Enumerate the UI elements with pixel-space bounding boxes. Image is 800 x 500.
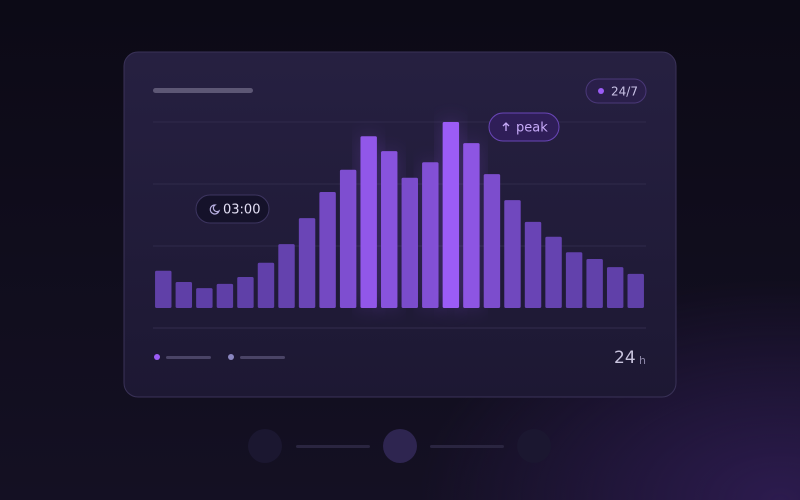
bar	[483, 174, 501, 308]
bar	[155, 270, 172, 308]
bar	[422, 162, 439, 308]
time-text: 03:00	[223, 203, 260, 218]
carousel-dot-active[interactable]	[383, 429, 417, 463]
bar	[381, 151, 398, 308]
carousel-track	[296, 445, 370, 448]
peak-text: peak	[516, 121, 548, 136]
chart	[153, 121, 646, 308]
time-tooltip	[195, 194, 270, 224]
bar	[442, 122, 460, 308]
bar	[586, 259, 603, 308]
bar	[627, 273, 644, 308]
bar	[339, 169, 357, 308]
bar	[175, 281, 193, 308]
badge-text: 24/7	[611, 85, 638, 99]
bar	[237, 277, 254, 308]
moon-icon	[209, 204, 221, 215]
badge-dot	[598, 88, 604, 94]
title-placeholder	[153, 88, 253, 93]
footer-unit: h	[639, 354, 646, 367]
bar	[504, 200, 521, 308]
arrow-icon	[502, 122, 510, 131]
bar	[524, 221, 542, 308]
legend-placeholder	[166, 356, 211, 359]
bar	[319, 192, 336, 308]
bar	[606, 267, 624, 308]
bar	[298, 218, 316, 308]
bar	[196, 288, 213, 308]
card	[123, 51, 677, 398]
bar	[565, 252, 583, 308]
footer-value: 24	[614, 348, 636, 368]
carousel-dot[interactable]	[517, 429, 551, 463]
legend-dot	[154, 354, 160, 360]
peak-tooltip	[488, 112, 560, 142]
bar	[257, 262, 275, 308]
bar	[278, 244, 295, 308]
legend-dot	[228, 354, 234, 360]
badge[interactable]	[585, 78, 647, 104]
bar	[463, 143, 480, 308]
bar	[545, 236, 562, 308]
bar	[401, 177, 418, 308]
legend-placeholder	[240, 356, 285, 359]
carousel-dot[interactable]	[248, 429, 282, 463]
bar	[360, 136, 377, 308]
bar	[216, 283, 234, 308]
carousel-track	[430, 445, 504, 448]
